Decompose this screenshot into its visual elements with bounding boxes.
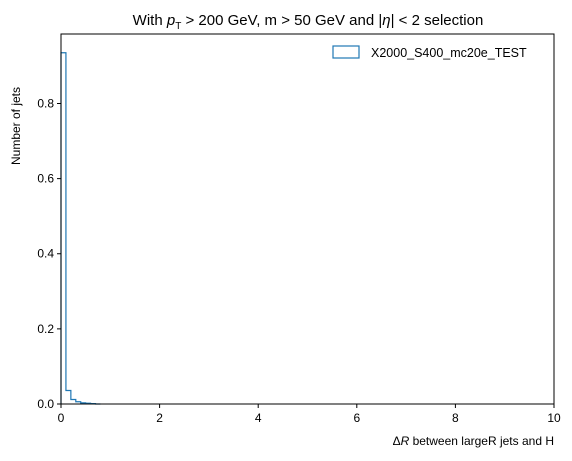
- x-tick-label: 6: [353, 411, 360, 425]
- x-tick-label: 4: [255, 411, 262, 425]
- x-tick-label: 2: [156, 411, 163, 425]
- y-tick-label: 0.6: [37, 172, 54, 186]
- x-tick-label: 8: [452, 411, 459, 425]
- x-tick-label: 0: [58, 411, 65, 425]
- legend-label: X2000_S400_mc20e_TEST: [371, 46, 527, 60]
- x-axis-label: ΔR between largeR jets and H: [393, 434, 554, 448]
- y-tick-label: 0.2: [37, 322, 54, 336]
- x-tick-label: 10: [547, 411, 561, 425]
- y-tick-label: 0.0: [37, 397, 54, 411]
- y-tick-label: 0.8: [37, 96, 54, 110]
- legend: X2000_S400_mc20e_TEST: [332, 45, 527, 60]
- y-axis-label: Number of jets: [9, 87, 23, 165]
- x-axis-ticks: 0 2 4 6 8 10: [58, 404, 561, 425]
- y-axis-ticks: 0.0 0.2 0.4 0.6 0.8: [37, 96, 61, 411]
- y-tick-label: 0.4: [37, 247, 54, 261]
- chart-title: With pT > 200 GeV, m > 50 GeV and |η| < …: [133, 12, 484, 32]
- legend-swatch: [332, 45, 360, 59]
- plot-frame: [60, 33, 555, 405]
